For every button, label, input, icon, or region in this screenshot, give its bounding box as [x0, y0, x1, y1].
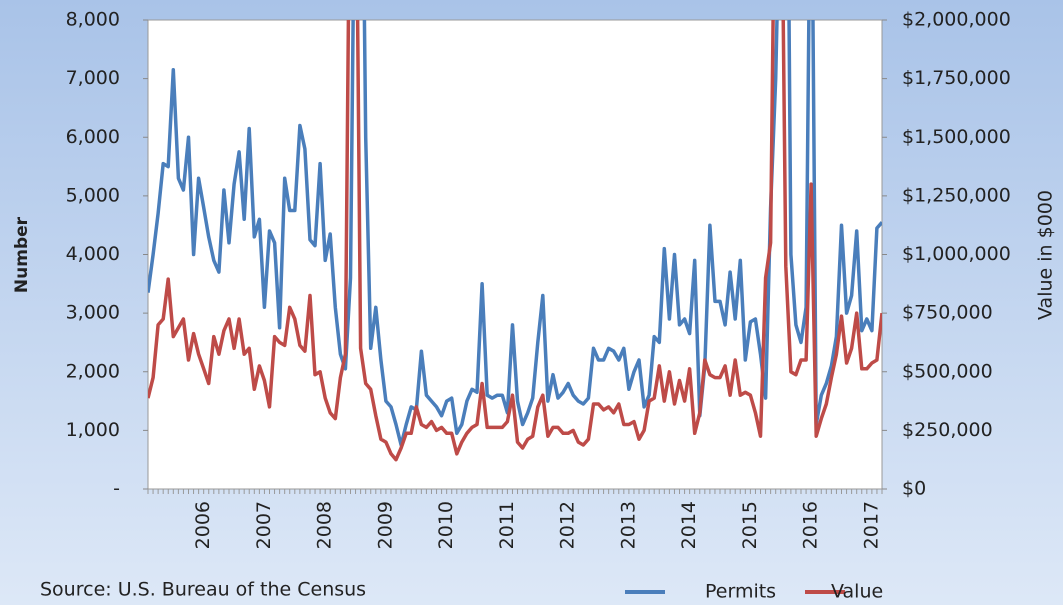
series-group [148, 20, 882, 462]
y2-tick-label: $250,000 [902, 419, 993, 441]
x-tick-label: 2010 [435, 501, 457, 549]
x-tick-label: 2017 [860, 501, 882, 549]
y-tick-label: 7,000 [66, 67, 120, 89]
y-tick-label: 2,000 [66, 360, 120, 382]
legend-label: Permits [705, 581, 776, 603]
x-tick-label: 2007 [253, 501, 275, 549]
y2-tick-label: $750,000 [902, 302, 993, 324]
x-tick-label: 2011 [496, 501, 518, 549]
source-note: Source: U.S. Bureau of the Census [40, 579, 366, 601]
y2-tick-label: $1,750,000 [902, 67, 1011, 89]
x-tick-label: 2012 [557, 501, 579, 549]
y-axis-title: Number [12, 216, 32, 293]
x-tick-label: 2016 [800, 501, 822, 549]
y-tick-label: 5,000 [66, 184, 120, 206]
x-tick-label: 2015 [739, 501, 761, 549]
y2-tick-label: $500,000 [902, 360, 993, 382]
y-tick-label: - [113, 478, 120, 500]
y2-tick-label: $0 [902, 478, 926, 500]
y-tick-label: 6,000 [66, 126, 120, 148]
y2-tick-label: $2,000,000 [902, 9, 1011, 31]
y2-tick-label: $1,250,000 [902, 184, 1011, 206]
x-tick-label: 2014 [678, 501, 700, 549]
legend-label: Value [831, 581, 883, 603]
x-tick-label: 2008 [314, 501, 336, 549]
y2-tick-label: $1,000,000 [902, 243, 1011, 265]
y2-axis-title: Value in $000 [1035, 190, 1057, 320]
x-tick-label: 2006 [192, 501, 214, 549]
x-tick-label: 2013 [617, 501, 639, 549]
x-tick-label: 2009 [374, 501, 396, 549]
series-line [148, 20, 882, 447]
series-line [148, 20, 882, 462]
y-tick-label: 3,000 [66, 302, 120, 324]
y-tick-label: 4,000 [66, 243, 120, 265]
y-tick-label: 1,000 [66, 419, 120, 441]
y-tick-label: 8,000 [66, 9, 120, 31]
y2-tick-label: $1,500,000 [902, 126, 1011, 148]
